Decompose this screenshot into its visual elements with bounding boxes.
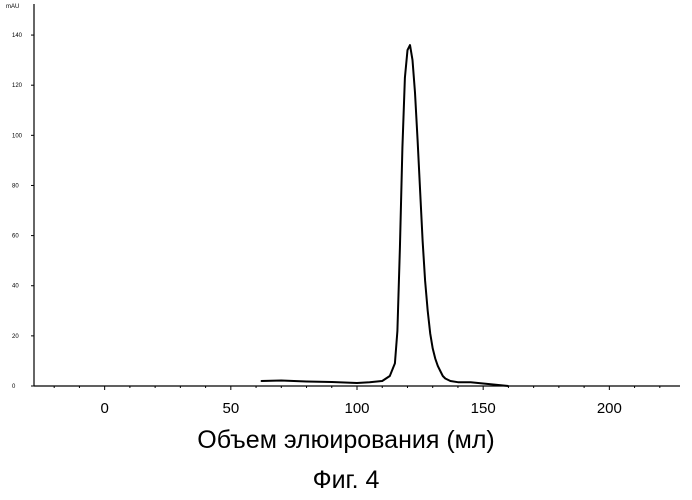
y-tick-label: 40 <box>12 284 19 290</box>
data-point <box>424 280 426 282</box>
data-point <box>427 310 429 312</box>
data-point <box>260 380 262 382</box>
data-point <box>416 139 419 141</box>
data-point <box>401 147 404 149</box>
data-point <box>356 382 358 384</box>
data-point <box>404 77 406 79</box>
data-point <box>434 357 436 360</box>
x-tick-label: 50 <box>222 400 239 417</box>
data-point <box>507 385 510 387</box>
chromatogram-chart: 0 20 40 60 80 100 120 140 0 50 100 150 200 mAU <box>6 4 680 417</box>
data-point <box>469 381 472 383</box>
data-point <box>432 347 434 349</box>
data-point <box>495 384 497 386</box>
data-point <box>482 382 484 385</box>
data-point <box>444 377 446 380</box>
data-point <box>411 59 414 61</box>
y-tick-label: 20 <box>12 334 19 340</box>
y-tick-label: 60 <box>12 234 19 240</box>
data-point <box>396 330 398 332</box>
data-point <box>389 375 391 377</box>
x-axis-label: Объем элюирования (мл) <box>197 426 495 454</box>
figure-caption: Фиг. 4 <box>312 466 380 494</box>
data-point <box>419 189 421 192</box>
data-point <box>409 44 411 46</box>
series-points <box>260 44 510 387</box>
y-tick-label: 120 <box>12 83 23 89</box>
y-tick-label: 100 <box>12 133 23 139</box>
data-point <box>369 381 371 383</box>
x-tick-label: 0 <box>100 400 108 417</box>
data-point <box>305 380 308 383</box>
data-point <box>399 247 401 249</box>
data-point <box>381 380 383 382</box>
axes <box>33 4 680 387</box>
data-point <box>280 379 282 382</box>
x-axis-ticks: 0 50 100 150 200 <box>53 386 661 417</box>
data-point <box>449 380 451 382</box>
y-tick-label: 0 <box>12 384 16 390</box>
series-line <box>261 44 509 387</box>
y-tick-label: 140 <box>12 33 23 39</box>
data-point <box>437 365 439 367</box>
data-point <box>439 370 441 372</box>
y-tick-label: 80 <box>12 183 19 189</box>
x-tick-label: 150 <box>471 400 496 417</box>
data-point <box>442 375 444 377</box>
data-point <box>394 362 396 365</box>
data-point <box>457 381 459 383</box>
data-point <box>429 332 431 334</box>
data-point <box>414 92 416 94</box>
x-tick-label: 200 <box>597 400 622 417</box>
y-axis-ticks: 0 20 40 60 80 100 120 140 <box>12 33 34 390</box>
data-point <box>406 49 409 51</box>
data-point <box>422 240 424 242</box>
y-axis-unit-label: mAU <box>6 4 19 10</box>
data-point <box>331 381 333 383</box>
x-tick-label: 100 <box>344 400 369 417</box>
